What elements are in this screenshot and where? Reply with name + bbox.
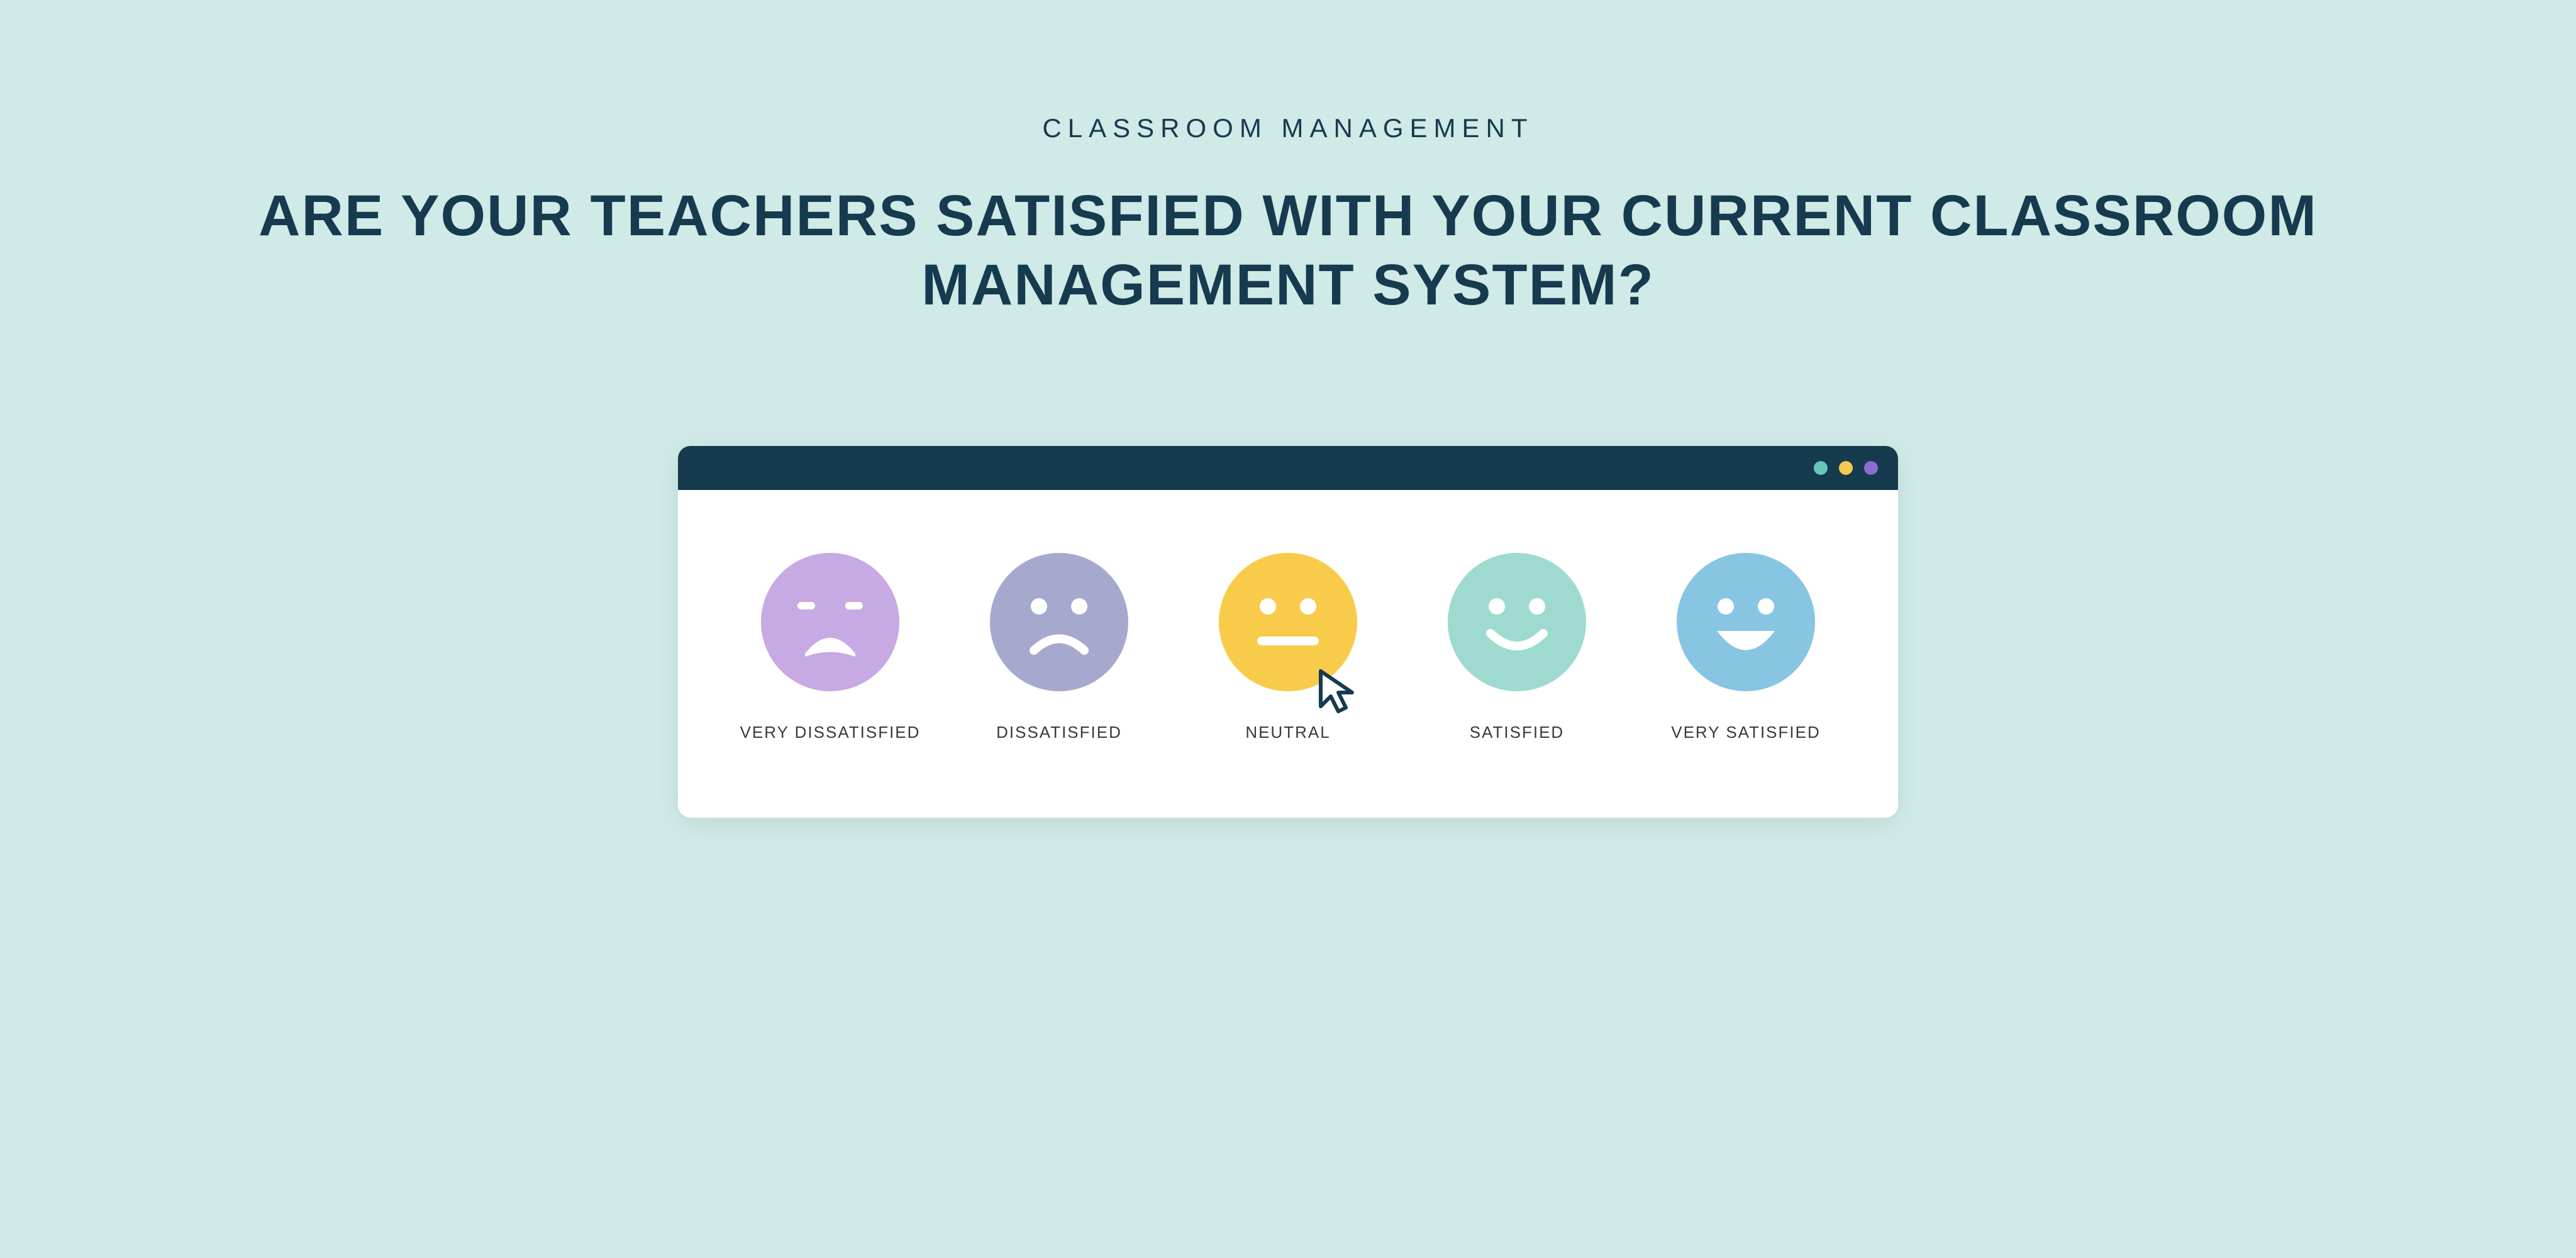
rating-label: VERY SATISFIED <box>1671 723 1821 742</box>
eyebrow-text: CLASSROOM MANAGEMENT <box>1042 113 1533 143</box>
window-dot-3 <box>1864 461 1878 475</box>
very-satisfied-face-icon <box>1677 553 1815 691</box>
window-dot-1 <box>1814 461 1828 475</box>
satisfied-face-icon <box>1448 553 1586 691</box>
window-dot-2 <box>1839 461 1853 475</box>
rating-label: SATISFIED <box>1470 723 1564 742</box>
rating-option-satisfied[interactable]: SATISFIED <box>1423 553 1611 742</box>
rating-options-row: VERY DISSATISFIED DISSATISFIED NEUTRAL S… <box>678 490 1898 818</box>
rating-option-dissatisfied[interactable]: DISSATISFIED <box>965 553 1153 742</box>
rating-option-very-satisfied[interactable]: VERY SATISFIED <box>1652 553 1840 742</box>
rating-label: VERY DISSATISFIED <box>740 723 921 742</box>
cursor-icon <box>1313 666 1363 716</box>
rating-label: NEUTRAL <box>1245 723 1330 742</box>
window-titlebar <box>678 446 1898 490</box>
rating-label: DISSATISFIED <box>996 723 1122 742</box>
headline-text: ARE YOUR TEACHERS SATISFIED WITH YOUR CU… <box>219 181 2357 320</box>
rating-option-neutral[interactable]: NEUTRAL <box>1194 553 1382 742</box>
dissatisfied-face-icon <box>990 553 1128 691</box>
rating-option-very-dissatisfied[interactable]: VERY DISSATISFIED <box>736 553 924 742</box>
survey-window: VERY DISSATISFIED DISSATISFIED NEUTRAL S… <box>678 446 1898 818</box>
very-dissatisfied-face-icon <box>761 553 899 691</box>
